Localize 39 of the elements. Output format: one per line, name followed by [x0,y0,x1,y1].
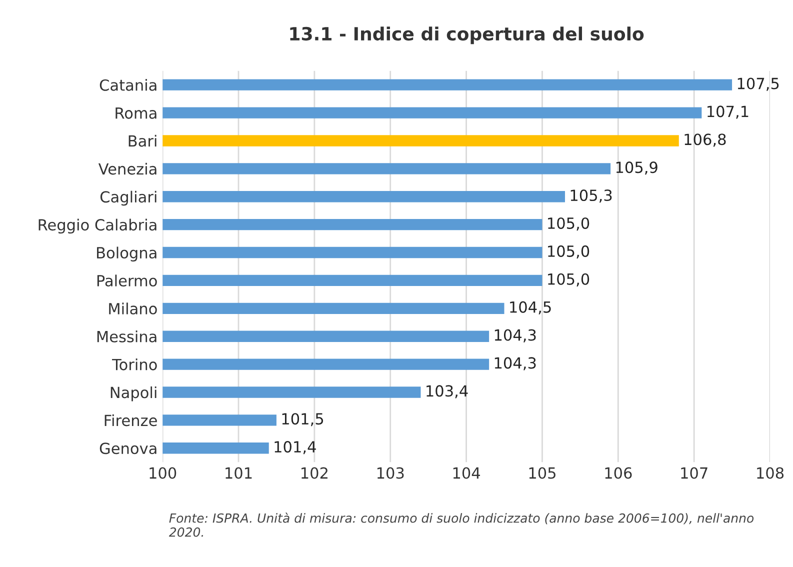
data-label: 104,5 [510,301,551,314]
data-label: 103,4 [426,385,468,398]
data-label: 101,4 [274,441,316,454]
data-label: 105,0 [548,217,590,231]
source-note: Fonte: ISPRA. Unità di misura: consumo di suolo indicizzato (anno base 2006=100), nell'anno 2020. [168,512,754,537]
y-tick-label: Catania [100,79,156,91]
y-tick-label: Palermo [97,274,157,286]
y-tick-label: Genova [100,442,156,454]
x-tick-label: 102 [302,467,328,479]
x-tick-label: 101 [226,467,252,479]
data-label: 106,8 [684,134,726,147]
y-tick-label: Firenze [104,414,157,426]
data-label: 105,3 [570,190,612,203]
x-tick-label: 107 [681,467,708,479]
x-tick-label: 104 [453,467,480,479]
x-tick-label: 106 [605,467,632,479]
data-label: 104,3 [494,329,536,342]
data-label: 105,9 [616,162,658,175]
y-tick-label: Bologna [97,246,156,262]
x-tick-label: 103 [377,467,404,479]
data-label: 105,0 [548,273,590,286]
data-label: 105,0 [548,245,590,259]
data-label: 107,1 [708,106,748,119]
y-tick-label: Venezia [98,162,156,175]
chart-title: 13.1 - Indice di copertura del suolo [290,26,644,44]
y-tick-label: Bari [128,134,156,147]
data-label: 107,5 [738,78,779,91]
y-tick-label: Milano [109,302,157,314]
x-tick-label: 108 [757,467,784,479]
y-tick-label: Messina [97,330,156,342]
y-tick-label: Torino [112,358,157,370]
y-tick-label: Reggio Calabria [38,218,156,234]
x-tick-label: 105 [529,467,556,479]
data-label: 101,5 [282,413,324,426]
y-tick-label: Roma [116,107,156,119]
x-tick-label: 100 [150,467,176,479]
y-tick-label: Napoli [110,386,156,402]
data-label: 104,3 [494,357,536,370]
y-tick-label: Cagliari [100,190,156,206]
